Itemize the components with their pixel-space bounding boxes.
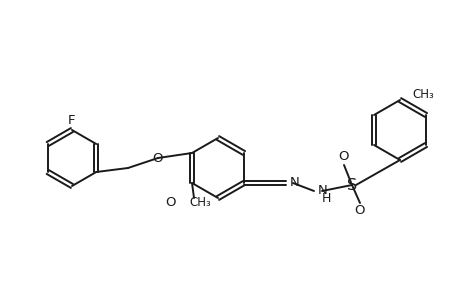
Text: N: N bbox=[317, 184, 327, 197]
Text: CH₃: CH₃ bbox=[411, 88, 433, 101]
Text: H: H bbox=[321, 191, 330, 205]
Text: S: S bbox=[346, 178, 356, 193]
Text: N: N bbox=[289, 176, 299, 190]
Text: O: O bbox=[165, 196, 176, 209]
Text: CH₃: CH₃ bbox=[189, 196, 210, 209]
Text: O: O bbox=[152, 152, 163, 164]
Text: O: O bbox=[354, 205, 364, 218]
Text: F: F bbox=[68, 113, 76, 127]
Text: O: O bbox=[338, 151, 348, 164]
